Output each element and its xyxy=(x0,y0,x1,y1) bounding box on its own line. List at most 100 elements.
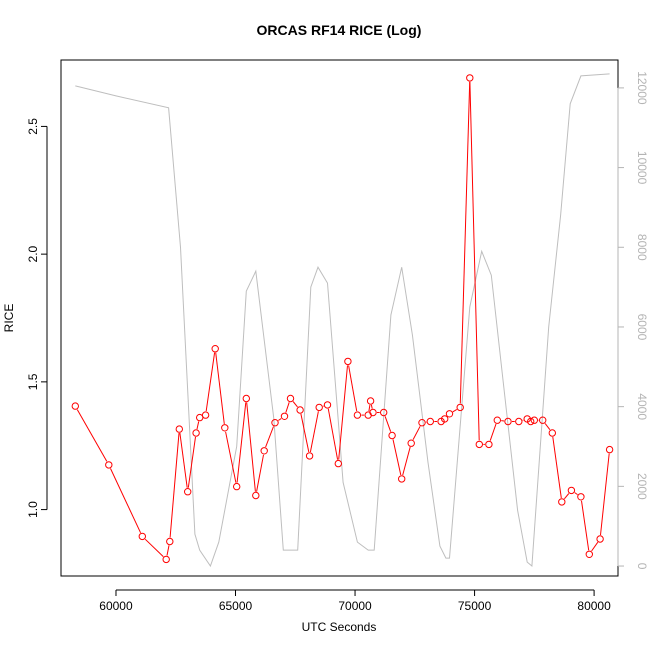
rice-segment xyxy=(265,426,274,448)
rice-segment xyxy=(452,408,458,413)
rice-point xyxy=(184,488,192,496)
rice-point xyxy=(596,535,604,543)
rice-segment xyxy=(370,404,373,409)
rice-point xyxy=(334,459,342,468)
rice-segment xyxy=(215,352,225,424)
rice-point xyxy=(567,486,576,495)
rice-segment xyxy=(285,402,290,413)
rice-segment xyxy=(564,493,570,500)
x-tick-label: 70000 xyxy=(338,599,372,613)
rice-point xyxy=(466,74,474,82)
y2-tick-label: 12000 xyxy=(635,71,649,105)
rice-segment xyxy=(552,436,562,499)
rice-segment xyxy=(469,81,480,441)
x-tick-label: 60000 xyxy=(99,599,133,613)
rice-segment xyxy=(76,409,108,462)
rice-point xyxy=(369,408,377,417)
rice-point xyxy=(577,493,585,501)
rice-segment xyxy=(225,431,237,483)
rice-segment xyxy=(338,365,348,460)
rice-point xyxy=(398,475,406,483)
rice-point xyxy=(242,394,251,403)
rice-point xyxy=(388,431,396,440)
altitude-series xyxy=(75,73,610,568)
rice-point xyxy=(286,394,295,403)
rice-point xyxy=(305,452,314,460)
rice-segment xyxy=(256,454,264,492)
rice-point xyxy=(548,429,556,437)
rice-segment xyxy=(402,446,411,476)
rice-point xyxy=(138,532,147,541)
y2-tick-label: 4000 xyxy=(635,393,649,420)
rice-segment xyxy=(581,500,590,551)
rice-point xyxy=(426,417,434,426)
altitude-line xyxy=(75,73,610,568)
rice-point xyxy=(418,419,426,427)
rice-point xyxy=(493,416,501,424)
rice-point xyxy=(323,401,332,409)
x-axis: 60000 65000 70000 75000 80000 xyxy=(99,589,611,613)
plot-frame xyxy=(60,59,619,577)
rice-point xyxy=(456,403,464,412)
rice-segment xyxy=(489,423,497,441)
rice-point xyxy=(585,550,593,558)
rice-point xyxy=(233,482,241,491)
rice-segment xyxy=(348,365,358,412)
rice-segment xyxy=(600,453,610,536)
y-tick-label: 1.5 xyxy=(26,373,40,390)
rice-point xyxy=(353,411,362,419)
y2-tick-label: 0 xyxy=(635,563,649,570)
y2-tick-label: 2000 xyxy=(635,473,649,500)
rice-segment xyxy=(179,433,188,488)
y-axis-label: RICE xyxy=(2,304,16,333)
rice-segment xyxy=(392,439,402,476)
y2-tick-label: 10000 xyxy=(635,151,649,185)
rice-point xyxy=(280,412,289,420)
y-axis-right: 0 2000 4000 6000 8000 10000 12000 xyxy=(617,71,649,570)
rice-segment xyxy=(144,538,164,557)
rice-point xyxy=(315,403,323,412)
x-tick-label: 65000 xyxy=(219,599,253,613)
rice-point xyxy=(252,491,260,500)
rice-segment xyxy=(412,426,421,440)
rice-segment xyxy=(166,545,170,556)
rice-segment xyxy=(205,352,216,412)
rice-point xyxy=(441,415,449,423)
rice-point xyxy=(504,417,512,426)
rice-point xyxy=(527,417,535,426)
rice-point xyxy=(605,445,614,454)
rice-point xyxy=(445,410,454,418)
rice-segment xyxy=(327,408,339,460)
rice-point xyxy=(71,402,80,410)
rice-segment xyxy=(278,418,282,421)
rice-segment xyxy=(110,468,142,534)
rice-point xyxy=(475,440,483,449)
rice-segment xyxy=(309,411,319,453)
rice-point xyxy=(105,461,113,469)
y2-tick-label: 8000 xyxy=(635,234,649,261)
rice-point xyxy=(211,345,219,353)
rice-segment xyxy=(544,423,551,431)
rice-segment xyxy=(300,413,310,453)
rice-segment xyxy=(459,81,471,404)
rice-segment xyxy=(246,402,256,492)
rice-segment xyxy=(574,492,578,496)
rice-segment xyxy=(384,416,392,432)
x-axis-label: UTC Seconds xyxy=(302,620,377,634)
rice-series xyxy=(71,74,614,564)
rice-point xyxy=(201,411,210,419)
rice-point xyxy=(558,498,566,506)
rice-point xyxy=(271,419,279,427)
rice-point xyxy=(380,408,388,417)
y-tick-label: 2.5 xyxy=(26,118,40,135)
y-axis-left: 1.0 1.5 2.0 2.5 xyxy=(26,118,48,518)
rice-segment xyxy=(187,436,196,488)
rice-point xyxy=(175,425,184,433)
rice-point xyxy=(485,440,493,449)
rice-point xyxy=(515,417,523,426)
y-tick-label: 2.0 xyxy=(26,245,40,262)
y-tick-label: 1.0 xyxy=(26,501,40,518)
rice-segment xyxy=(196,421,200,430)
rice-segment xyxy=(236,402,247,483)
